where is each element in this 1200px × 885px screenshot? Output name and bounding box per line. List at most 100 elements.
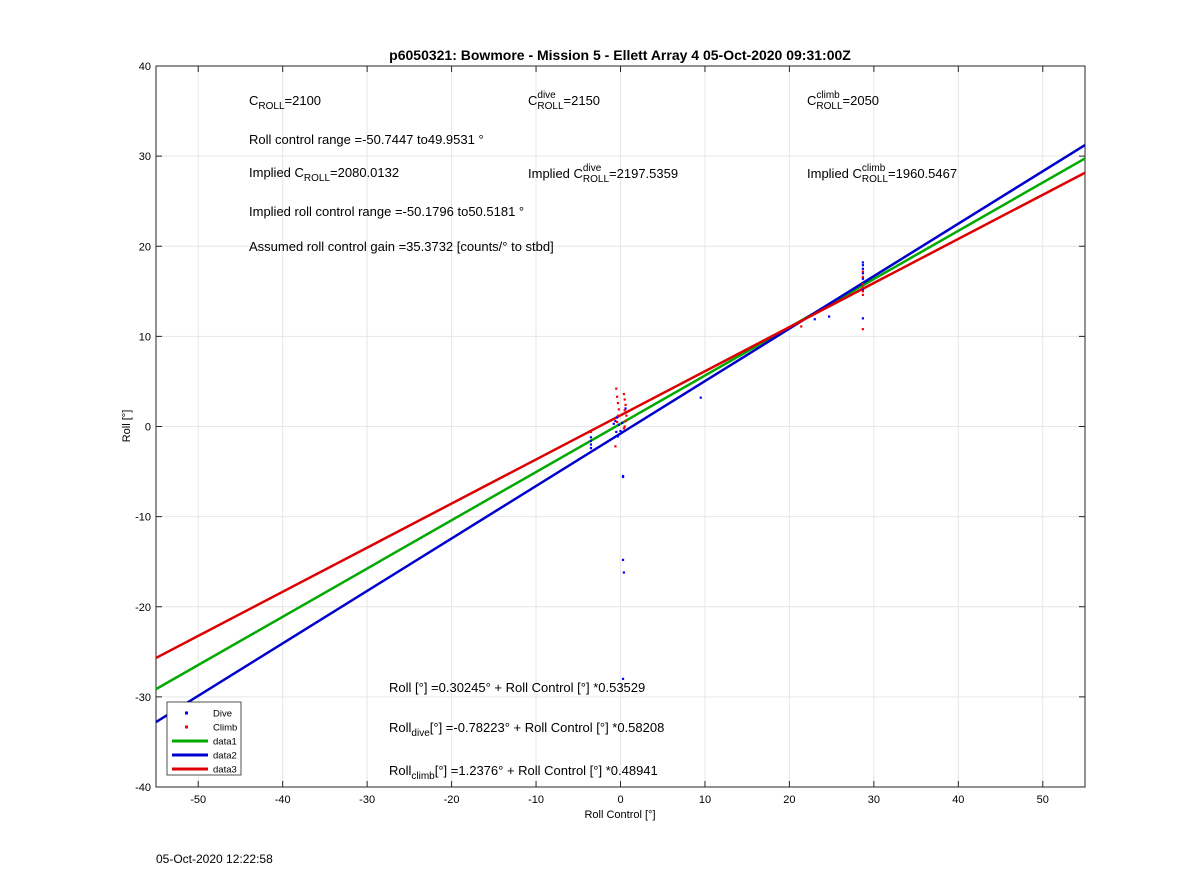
annotation-fit-dive: Roll dive [°] =-0.78223° + Roll Control [… (389, 720, 664, 739)
dive-point (621, 421, 624, 424)
y-tick-label: -10 (135, 512, 151, 524)
annotation-rest: [°] =1.2376° + Roll Control [°] *0.48941 (435, 763, 658, 778)
climb-point (615, 387, 618, 390)
climb-point (624, 403, 627, 406)
climb-point (589, 430, 593, 434)
climb-point (800, 325, 803, 328)
dive-point (861, 267, 864, 270)
y-tick-label: -40 (135, 782, 151, 794)
annotation-sub: ROLL (816, 101, 843, 112)
dive-point (622, 571, 625, 574)
climb-point (616, 414, 620, 417)
annotation-rest: =1960.5467 (888, 166, 957, 181)
y-tick-label: 10 (139, 331, 151, 343)
dive-point (619, 429, 622, 433)
dive-point (699, 396, 702, 399)
annotation-sub: climb (411, 771, 435, 782)
annotation-sup: climb (862, 163, 886, 174)
y-tick-label: 0 (145, 422, 151, 434)
climb-point (625, 414, 628, 417)
climb-point (616, 420, 619, 424)
data-points (589, 261, 864, 680)
climb-point (614, 445, 617, 448)
annotation-rest: =2050 (843, 93, 880, 108)
annotation-main: Implied roll control range =-50.1796 to5… (249, 204, 524, 219)
annotation-main: C (807, 93, 816, 108)
annotation-sub: ROLL (583, 174, 610, 185)
annotation-sub: ROLL (862, 174, 889, 185)
y-tick-label: -30 (135, 692, 151, 704)
legend-marker-climb (185, 725, 188, 729)
climb-point (861, 283, 864, 286)
legend-marker-dive (185, 711, 188, 715)
annotation-main: Roll [°] =0.30245° + Roll Control [°] *0… (389, 680, 645, 695)
dive-point (615, 430, 618, 434)
annotation-rest: =2197.5359 (609, 166, 678, 181)
annotation-main: Implied C (528, 166, 583, 181)
annotation-main: C (528, 93, 537, 108)
annotation-main: Roll (389, 763, 412, 778)
climb-point (861, 328, 864, 331)
annotation-main: C (249, 93, 258, 108)
dive-point (861, 317, 864, 320)
annotation-sup: dive (537, 90, 556, 101)
dive-point (589, 439, 593, 443)
dive-point (861, 261, 864, 264)
legend-box (166, 701, 242, 776)
dive-point (621, 475, 625, 479)
annotation-implied-c-roll: Implied C ROLL =2080.0132 (249, 165, 399, 184)
climb-point (861, 290, 864, 293)
dive-point (861, 288, 864, 291)
y-tick-label: 20 (139, 241, 151, 253)
legend: Dive Climb data1 data2 data3 (166, 701, 242, 776)
print-timestamp: 05-Oct-2020 12:22:58 (156, 852, 273, 866)
data1-fit-line (155, 157, 1086, 691)
dive-point (614, 419, 617, 423)
dive-point (813, 318, 816, 321)
annotation-sup: dive (583, 163, 602, 174)
x-tick-label: 40 (952, 794, 964, 806)
dive-point (617, 423, 620, 426)
climb-point (623, 425, 626, 428)
annotation-fit-climb: Roll climb [°] =1.2376° + Roll Control [°… (389, 763, 658, 782)
data3-fit-line (155, 171, 1086, 660)
plot-area-frame (155, 65, 1086, 788)
annotation-sub: dive (411, 728, 430, 739)
annotation-main: Implied C (807, 166, 862, 181)
x-tick-label: -20 (444, 794, 460, 806)
dive-point (589, 443, 593, 446)
climb-point (623, 409, 626, 412)
annotation-main: Roll control range =-50.7447 to49.9531 ° (249, 132, 484, 147)
dive-point (589, 447, 593, 450)
x-tick-label: -30 (359, 794, 375, 806)
legend-label: data2 (213, 751, 237, 762)
x-tick-label: 10 (699, 794, 711, 806)
annotation-sup: climb (816, 90, 840, 101)
data2-fit-line (155, 143, 1086, 724)
annotation-c-roll: C ROLL =2100 (249, 93, 321, 112)
y-axis-label: Roll [°] (121, 410, 133, 443)
annotation-main: Implied C (249, 165, 304, 180)
climb-point (861, 270, 864, 273)
dive-point (616, 435, 620, 438)
x-tick-label: -40 (275, 794, 291, 806)
climb-point (622, 427, 625, 430)
dive-point (621, 677, 625, 680)
dive-point (624, 407, 627, 410)
x-tick-label: -50 (190, 794, 206, 806)
x-tick-label: 0 (617, 794, 623, 806)
annotation-gain: Assumed roll control gain =35.3732 [coun… (249, 239, 554, 254)
fit-lines (155, 143, 1086, 724)
annotation-roll-control-range: Roll control range =-50.7447 to49.9531 ° (249, 132, 484, 147)
annotation-sub: ROLL (304, 173, 331, 184)
legend-label: data1 (213, 737, 237, 748)
y-tick-label: 40 (139, 61, 151, 73)
dive-point (828, 315, 831, 318)
annotation-rest: =2080.0132 (330, 165, 399, 180)
legend-label: data3 (213, 765, 237, 776)
annotation-rest: =2150 (564, 93, 601, 108)
